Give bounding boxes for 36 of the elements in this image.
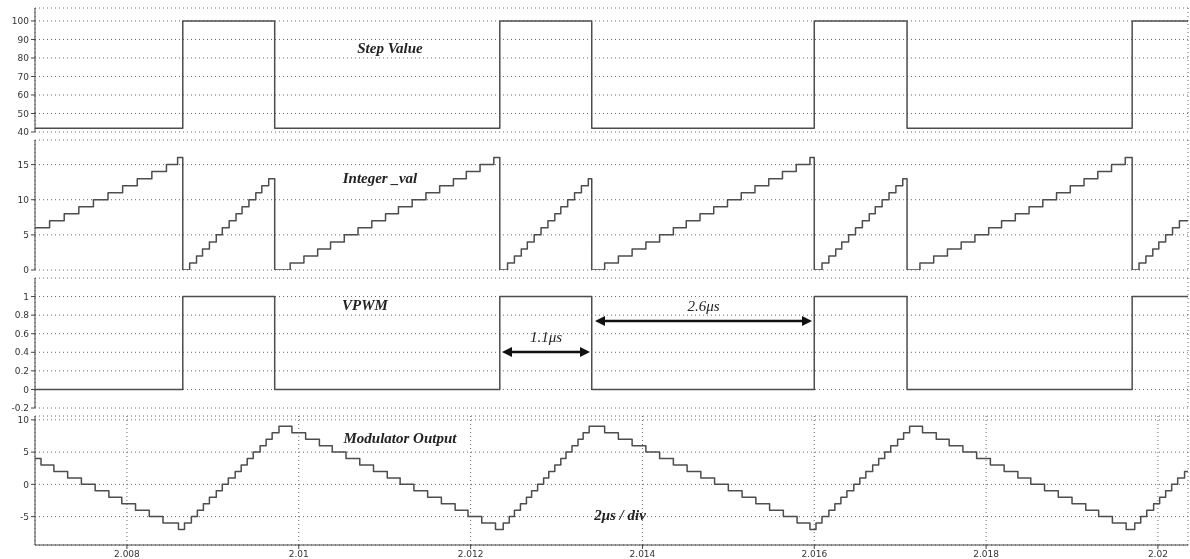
text: VPWM [342, 296, 388, 314]
annotation: 1.1μs [529, 329, 563, 345]
y-tick-label: 70 [17, 71, 30, 82]
y-tick-label: 15 [17, 159, 29, 170]
text: Modulator Output [343, 429, 457, 447]
y-tick-label: -5 [20, 511, 29, 522]
y-tick-label: 0.4 [14, 347, 30, 358]
y-tick-label: 0 [23, 479, 30, 490]
x-tick-label: 2.012 [457, 549, 484, 559]
annotation: 2μs / div [593, 507, 647, 523]
text: Step Value [357, 39, 423, 57]
y-tick-label: 0.2 [14, 366, 29, 377]
y-tick-label: 10 [17, 194, 30, 205]
y-tick-label: 100 [11, 16, 30, 27]
x-tick-label: 2.018 [973, 549, 1000, 559]
y-tick-label: 5 [23, 447, 29, 458]
y-tick-label: 50 [17, 108, 30, 119]
x-tick-label: 2.01 [288, 549, 309, 559]
y-tick-label: 0 [23, 265, 30, 276]
x-tick-label: 2.016 [801, 549, 828, 559]
annotation: 2.6μs [687, 298, 720, 314]
y-tick-label: 1 [23, 291, 29, 302]
y-tick-label: 40 [17, 127, 30, 138]
y-tick-label: 5 [23, 230, 29, 241]
y-tick-label: 0.8 [14, 310, 30, 321]
x-tick-label: 2.014 [629, 549, 656, 559]
y-tick-label: 80 [17, 53, 30, 64]
y-tick-label: 60 [17, 90, 30, 101]
y-tick-label: 10 [17, 415, 30, 426]
x-tick-label: 2.008 [114, 549, 141, 559]
y-tick-label: 0 [23, 384, 30, 395]
x-tick-label: 2.02 [1147, 549, 1168, 559]
y-tick-label: -0.2 [11, 403, 29, 414]
text: Integer _val [342, 169, 418, 187]
y-tick-label: 90 [17, 34, 30, 45]
y-tick-label: 0.6 [14, 328, 30, 339]
